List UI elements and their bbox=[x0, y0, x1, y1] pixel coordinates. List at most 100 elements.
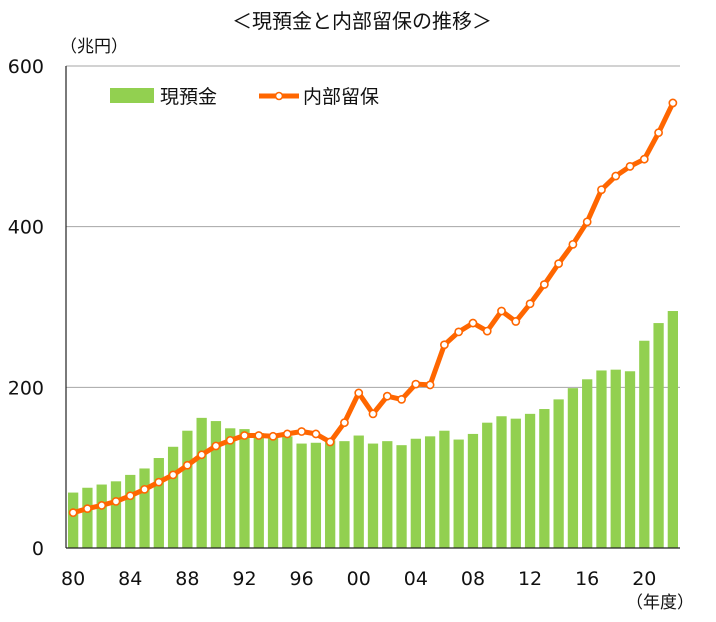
y-tick-label: 400 bbox=[8, 217, 44, 239]
bar-1980 bbox=[67, 492, 79, 548]
line-point-1981 bbox=[83, 504, 92, 514]
bar-2013 bbox=[539, 409, 550, 548]
y-tick-label: 200 bbox=[8, 377, 44, 399]
x-tick-label: 88 bbox=[175, 568, 199, 590]
y-tick-label: 0 bbox=[32, 538, 44, 560]
line-point-1991 bbox=[225, 435, 235, 445]
bar-2000 bbox=[353, 435, 364, 548]
y-tick-label: 600 bbox=[8, 56, 44, 78]
line-point-2006 bbox=[439, 340, 449, 350]
bar-2012 bbox=[524, 413, 536, 548]
chart-title: ＜現預金と内部留保の推移＞ bbox=[232, 9, 492, 33]
bar-1982 bbox=[96, 484, 107, 548]
bar-2002 bbox=[382, 441, 393, 548]
bar-2018 bbox=[610, 369, 621, 548]
line-point-2020 bbox=[639, 154, 649, 164]
bar-1992 bbox=[239, 429, 250, 548]
x-axis-unit-label: （年度） bbox=[626, 593, 694, 613]
line-point-1994 bbox=[268, 431, 278, 441]
bar-1995 bbox=[282, 436, 293, 548]
bar-2019 bbox=[624, 371, 636, 548]
line-point-1980 bbox=[68, 508, 78, 518]
gridlines bbox=[66, 65, 680, 388]
bar-1988 bbox=[182, 430, 193, 548]
bar-2016 bbox=[582, 379, 593, 548]
line-point-1990 bbox=[211, 441, 221, 451]
bar-1996 bbox=[296, 443, 307, 548]
x-tick-label: 84 bbox=[118, 568, 142, 590]
line-point-2001 bbox=[368, 409, 378, 419]
x-tick-label: 04 bbox=[404, 568, 428, 590]
x-tick-label: 20 bbox=[632, 568, 656, 590]
line-point-1999 bbox=[340, 418, 349, 428]
line-point-2021 bbox=[654, 128, 663, 138]
y-axis-ticks: 0 200 400 600 bbox=[8, 56, 44, 560]
line-point-1989 bbox=[197, 450, 207, 460]
line-point-1982 bbox=[97, 501, 107, 510]
bar-1990 bbox=[210, 421, 222, 548]
bar-2010 bbox=[496, 416, 507, 548]
line-point-1988 bbox=[182, 460, 192, 470]
bar-1991 bbox=[225, 428, 236, 548]
bar-1983 bbox=[110, 481, 122, 548]
bar-1986 bbox=[153, 458, 164, 548]
bar-2005 bbox=[424, 436, 436, 548]
line-point-1995 bbox=[282, 429, 292, 439]
x-tick-label: 80 bbox=[61, 568, 85, 590]
line-point-2009 bbox=[482, 326, 492, 336]
legend-line-label: 内部留保 bbox=[303, 86, 379, 108]
bar-2011 bbox=[510, 418, 521, 548]
bar-1993 bbox=[253, 433, 264, 548]
x-tick-label: 08 bbox=[461, 568, 485, 590]
legend-bar-swatch bbox=[110, 88, 154, 103]
line-point-2012 bbox=[525, 299, 535, 309]
bar-2015 bbox=[567, 388, 579, 548]
legend: 現預金 内部留保 bbox=[110, 86, 379, 108]
bar-1989 bbox=[196, 417, 207, 548]
bar-2020 bbox=[639, 340, 650, 548]
bar-2014 bbox=[553, 399, 564, 548]
line-point-2014 bbox=[554, 259, 564, 269]
bar-2021 bbox=[653, 323, 664, 548]
bar-2003 bbox=[396, 445, 407, 548]
bar-2001 bbox=[367, 443, 379, 548]
line-point-2007 bbox=[454, 327, 464, 337]
line-point-1983 bbox=[111, 497, 121, 506]
line-point-2011 bbox=[511, 317, 521, 326]
legend-bar-label: 現預金 bbox=[160, 86, 217, 108]
line-point-2013 bbox=[539, 280, 549, 289]
bar-1985 bbox=[139, 468, 150, 548]
bar-1994 bbox=[267, 435, 279, 548]
bar-1998 bbox=[325, 440, 336, 548]
bar-1997 bbox=[310, 442, 322, 548]
retained-earnings-line bbox=[68, 98, 678, 518]
line-point-2022 bbox=[668, 98, 678, 108]
axes bbox=[65, 66, 680, 549]
line-point-1992 bbox=[240, 431, 249, 440]
bar-2006 bbox=[439, 430, 450, 548]
bar-1999 bbox=[339, 441, 350, 548]
bar-1981 bbox=[82, 487, 93, 548]
line-point-2015 bbox=[568, 239, 578, 249]
line-point-1986 bbox=[154, 477, 164, 487]
legend-line-marker bbox=[274, 91, 284, 101]
y-axis-unit-label: （兆円） bbox=[60, 37, 128, 57]
line-point-1996 bbox=[297, 427, 307, 436]
bar-2009 bbox=[482, 422, 493, 548]
x-tick-label: 16 bbox=[575, 568, 599, 590]
bar-2004 bbox=[410, 438, 421, 548]
line-point-2002 bbox=[382, 391, 392, 401]
x-tick-label: 00 bbox=[347, 568, 371, 590]
bar-1987 bbox=[167, 446, 179, 548]
line-point-1997 bbox=[311, 429, 321, 439]
line-point-1998 bbox=[325, 437, 335, 447]
line-point-2010 bbox=[497, 306, 506, 316]
bar-2007 bbox=[453, 439, 464, 548]
line-point-1985 bbox=[140, 484, 149, 494]
line-point-2003 bbox=[397, 394, 406, 404]
bar-2022 bbox=[667, 311, 679, 548]
x-tick-label: 12 bbox=[518, 568, 542, 590]
line-point-2004 bbox=[411, 379, 421, 389]
line-point-1984 bbox=[125, 491, 135, 501]
